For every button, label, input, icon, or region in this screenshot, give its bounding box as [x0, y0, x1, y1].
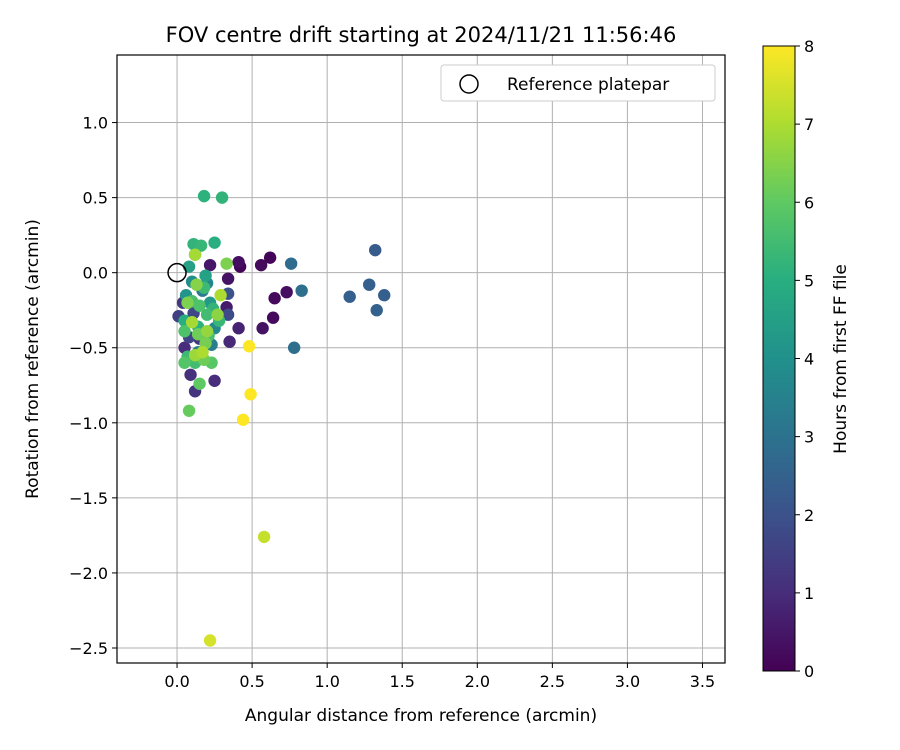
scatter-point	[284, 257, 298, 270]
scatter-point	[208, 374, 221, 387]
scatter-point	[200, 325, 214, 338]
x-tick-label: 3.5	[690, 672, 715, 691]
colorbar-tick-label: 4	[804, 350, 814, 369]
scatter-point	[184, 368, 197, 381]
scatter-point	[182, 404, 196, 417]
y-tick-label: 1.0	[83, 114, 108, 133]
scatter-point	[178, 325, 191, 338]
scatter-point	[196, 346, 209, 359]
scatter-point	[214, 288, 227, 302]
scatter-point	[266, 311, 280, 324]
y-tick-label: −1.0	[69, 414, 108, 433]
x-tick-label: 0.5	[239, 672, 264, 691]
scatter-point	[203, 258, 217, 272]
y-tick-label: 0.5	[83, 189, 108, 208]
scatter-point	[188, 248, 202, 261]
y-tick-label: 0.0	[83, 264, 108, 283]
y-tick-label: −1.5	[69, 489, 108, 508]
colorbar: 0 1 2 3 4 5 6 7 8 Hours from first FF file	[762, 37, 851, 681]
scatter-point	[208, 236, 221, 249]
scatter-point	[242, 340, 256, 353]
colorbar-tick-label: 3	[804, 428, 814, 447]
scatter-point	[256, 322, 269, 335]
scatter-point	[343, 290, 356, 303]
scatter-point	[193, 377, 206, 390]
scatter-point	[295, 284, 308, 297]
y-axis-ticks: 1.0 0.5 0.0 −0.5 −1.0 −1.5 −2.0 −2.5	[69, 114, 117, 658]
scatter-point	[236, 413, 250, 426]
scatter-point	[181, 296, 194, 309]
x-axis-ticks: 0.0 0.5 1.0 1.5 2.0 2.5 3.0 3.5	[164, 663, 715, 691]
scatter-point	[197, 189, 211, 203]
x-tick-label: 2.0	[465, 672, 490, 691]
scatter-point	[215, 191, 229, 204]
legend-label: Reference platepar	[507, 75, 669, 95]
legend: Reference platepar	[440, 64, 716, 102]
chart-title: FOV centre drift starting at 2024/11/21 …	[166, 23, 677, 47]
scatter-point	[223, 335, 236, 348]
scatter-point	[185, 316, 199, 329]
scatter-point	[287, 341, 301, 354]
colorbar-gradient	[762, 45, 796, 672]
colorbar-tick-label: 0	[804, 662, 814, 681]
scatter-point	[194, 239, 208, 252]
scatter-point	[200, 308, 214, 321]
colorbar-tick-label: 7	[804, 115, 814, 134]
scatter-point	[268, 292, 281, 305]
scatter-points	[172, 189, 391, 647]
scatter-point	[203, 634, 217, 647]
scatter-point	[199, 269, 212, 282]
plot-frame	[116, 54, 726, 664]
scatter-point	[257, 530, 271, 544]
colorbar-label: Hours from first FF file	[831, 264, 851, 454]
scatter-point	[254, 258, 268, 272]
scatter-point	[369, 243, 382, 257]
x-tick-label: 1.5	[390, 672, 415, 691]
scatter-point	[221, 272, 235, 285]
x-axis-label: Angular distance from reference (arcmin)	[245, 706, 597, 726]
scatter-point	[211, 308, 224, 321]
scatter-point	[220, 257, 233, 270]
legend-box	[440, 64, 716, 102]
legend-marker-icon	[459, 74, 479, 94]
y-axis-label: Rotation from reference (arcmin)	[23, 219, 43, 499]
scatter-point	[244, 388, 257, 401]
x-tick-label: 3.0	[615, 672, 640, 691]
y-tick-label: −0.5	[69, 339, 108, 358]
scatter-point	[232, 322, 245, 335]
grid-lines	[117, 55, 725, 663]
x-tick-label: 1.0	[314, 672, 339, 691]
colorbar-ticks: 0 1 2 3 4 5 6 7 8	[795, 37, 814, 681]
scatter-point	[280, 285, 293, 299]
y-tick-label: −2.5	[69, 639, 108, 658]
scatter-point	[378, 288, 391, 302]
scatter-point	[232, 255, 245, 269]
y-tick-label: −2.0	[69, 564, 108, 583]
x-tick-label: 2.5	[540, 672, 565, 691]
scatter-point	[190, 278, 203, 291]
colorbar-tick-label: 5	[804, 271, 814, 290]
scatter-point	[263, 251, 277, 264]
colorbar-tick-label: 6	[804, 193, 814, 212]
scatter-point	[370, 304, 383, 317]
reference-platepar-marker	[167, 262, 187, 283]
scatter-point	[363, 278, 376, 291]
scatter-point	[178, 356, 191, 369]
x-tick-label: 0.0	[164, 672, 189, 691]
colorbar-tick-label: 8	[804, 37, 814, 56]
colorbar-tick-label: 2	[804, 506, 814, 525]
scatter-point	[221, 308, 235, 321]
colorbar-tick-label: 1	[804, 584, 814, 603]
scatter-point	[193, 299, 206, 312]
